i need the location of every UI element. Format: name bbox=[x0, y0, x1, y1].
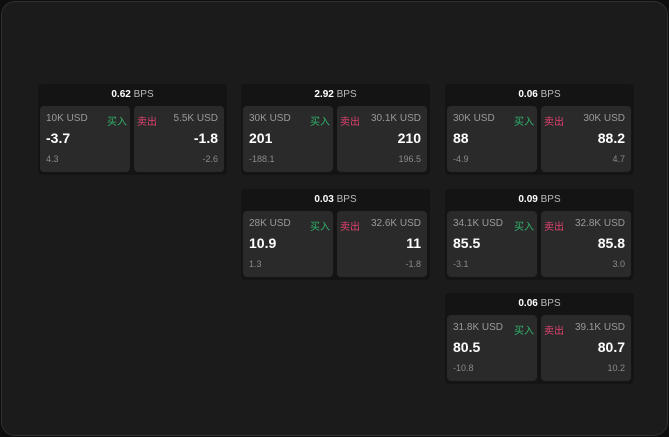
sell-button[interactable]: 卖出 30.1K USD 210 196.5 bbox=[337, 106, 427, 172]
sell-size: 30K USD bbox=[583, 113, 625, 124]
sell-button[interactable]: 卖出 32.8K USD 85.8 3.0 bbox=[541, 211, 631, 277]
sell-label: 卖出 bbox=[137, 117, 157, 128]
sell-price: 85.8 bbox=[597, 235, 625, 251]
sell-change: 10.2 bbox=[607, 363, 625, 373]
buy-price: 10.9 bbox=[249, 235, 277, 251]
sell-price: 11 bbox=[406, 235, 421, 251]
quote-panel: 0.06 BPS 30K USD 买入 88 -4.9 卖出 30K USD 8… bbox=[445, 84, 634, 175]
spread-value: 0.06 bbox=[518, 298, 538, 309]
buy-label: 买入 bbox=[514, 117, 534, 128]
quote-panel: 0.09 BPS 34.1K USD 买入 85.5 -3.1 卖出 32.8K… bbox=[445, 189, 634, 280]
spread-header: 0.06 BPS bbox=[445, 84, 634, 105]
sell-button[interactable]: 卖出 32.6K USD 11 -1.8 bbox=[337, 211, 427, 277]
quote-panel: 0.03 BPS 28K USD 买入 10.9 1.3 卖出 32.6K US… bbox=[241, 189, 430, 280]
sell-price: -1.8 bbox=[193, 130, 218, 146]
sell-change: -1.8 bbox=[405, 259, 421, 269]
spread-unit: BPS bbox=[133, 89, 154, 100]
buy-button[interactable]: 30K USD 买入 201 -188.1 bbox=[243, 106, 333, 172]
spread-header: 2.92 BPS bbox=[241, 84, 430, 105]
sell-change: 3.0 bbox=[612, 259, 625, 269]
sell-label: 卖出 bbox=[544, 117, 564, 128]
sell-button[interactable]: 卖出 39.1K USD 80.7 10.2 bbox=[541, 315, 631, 381]
spread-value: 0.06 bbox=[518, 89, 538, 100]
sell-change: 4.7 bbox=[612, 154, 625, 164]
spread-unit: BPS bbox=[336, 89, 357, 100]
buy-button[interactable]: 31.8K USD 买入 80.5 -10.8 bbox=[447, 315, 537, 381]
spread-value: 2.92 bbox=[314, 89, 334, 100]
sell-size: 5.5K USD bbox=[173, 113, 218, 124]
buy-price: -3.7 bbox=[46, 130, 71, 146]
quote-panel: 0.06 BPS 31.8K USD 买入 80.5 -10.8 卖出 39.1… bbox=[445, 293, 634, 384]
buy-button[interactable]: 28K USD 买入 10.9 1.3 bbox=[243, 211, 333, 277]
buy-change: -188.1 bbox=[249, 154, 275, 164]
quote-panel: 0.62 BPS 10K USD 买入 -3.7 4.3 卖出 5.5K USD… bbox=[38, 84, 227, 175]
sell-label: 卖出 bbox=[340, 117, 360, 128]
sell-label: 卖出 bbox=[544, 326, 564, 337]
buy-label: 买入 bbox=[310, 222, 330, 233]
buy-size: 31.8K USD bbox=[453, 322, 504, 333]
spread-header: 0.06 BPS bbox=[445, 293, 634, 314]
sell-price: 210 bbox=[397, 130, 421, 146]
buy-size: 10K USD bbox=[46, 113, 88, 124]
sell-button[interactable]: 卖出 5.5K USD -1.8 -2.6 bbox=[134, 106, 224, 172]
spread-header: 0.62 BPS bbox=[38, 84, 227, 105]
spread-header: 0.09 BPS bbox=[445, 189, 634, 210]
spread-value: 0.03 bbox=[314, 194, 334, 205]
sell-label: 卖出 bbox=[544, 222, 564, 233]
buy-change: 4.3 bbox=[46, 154, 59, 164]
spread-unit: BPS bbox=[540, 298, 561, 309]
spread-unit: BPS bbox=[336, 194, 357, 205]
buy-price: 88 bbox=[453, 130, 469, 146]
sell-size: 32.8K USD bbox=[574, 218, 625, 229]
buy-change: 1.3 bbox=[249, 259, 262, 269]
spread-value: 0.09 bbox=[518, 194, 538, 205]
quote-panel: 2.92 BPS 30K USD 买入 201 -188.1 卖出 30.1K … bbox=[241, 84, 430, 175]
buy-change: -3.1 bbox=[453, 259, 469, 269]
sell-size: 30.1K USD bbox=[370, 113, 421, 124]
buy-label: 买入 bbox=[514, 326, 534, 337]
buy-label: 买入 bbox=[310, 117, 330, 128]
buy-label: 买入 bbox=[514, 222, 534, 233]
buy-button[interactable]: 34.1K USD 买入 85.5 -3.1 bbox=[447, 211, 537, 277]
buy-size: 34.1K USD bbox=[453, 218, 504, 229]
spread-value: 0.62 bbox=[111, 89, 131, 100]
sell-change: -2.6 bbox=[202, 154, 218, 164]
sell-change: 196.5 bbox=[398, 154, 421, 164]
buy-price: 85.5 bbox=[453, 235, 481, 251]
sell-label: 卖出 bbox=[340, 222, 360, 233]
sell-button[interactable]: 卖出 30K USD 88.2 4.7 bbox=[541, 106, 631, 172]
sell-price: 88.2 bbox=[597, 130, 625, 146]
buy-size: 28K USD bbox=[249, 218, 291, 229]
spread-header: 0.03 BPS bbox=[241, 189, 430, 210]
spread-unit: BPS bbox=[540, 194, 561, 205]
buy-price: 201 bbox=[249, 130, 273, 146]
buy-change: -4.9 bbox=[453, 154, 469, 164]
buy-button[interactable]: 30K USD 买入 88 -4.9 bbox=[447, 106, 537, 172]
buy-label: 买入 bbox=[107, 117, 127, 128]
sell-price: 80.7 bbox=[597, 339, 625, 355]
buy-size: 30K USD bbox=[249, 113, 291, 124]
buy-price: 80.5 bbox=[453, 339, 481, 355]
buy-button[interactable]: 10K USD 买入 -3.7 4.3 bbox=[40, 106, 130, 172]
sell-size: 32.6K USD bbox=[370, 218, 421, 229]
buy-size: 30K USD bbox=[453, 113, 495, 124]
sell-size: 39.1K USD bbox=[574, 322, 625, 333]
spread-unit: BPS bbox=[540, 89, 561, 100]
buy-change: -10.8 bbox=[453, 363, 474, 373]
